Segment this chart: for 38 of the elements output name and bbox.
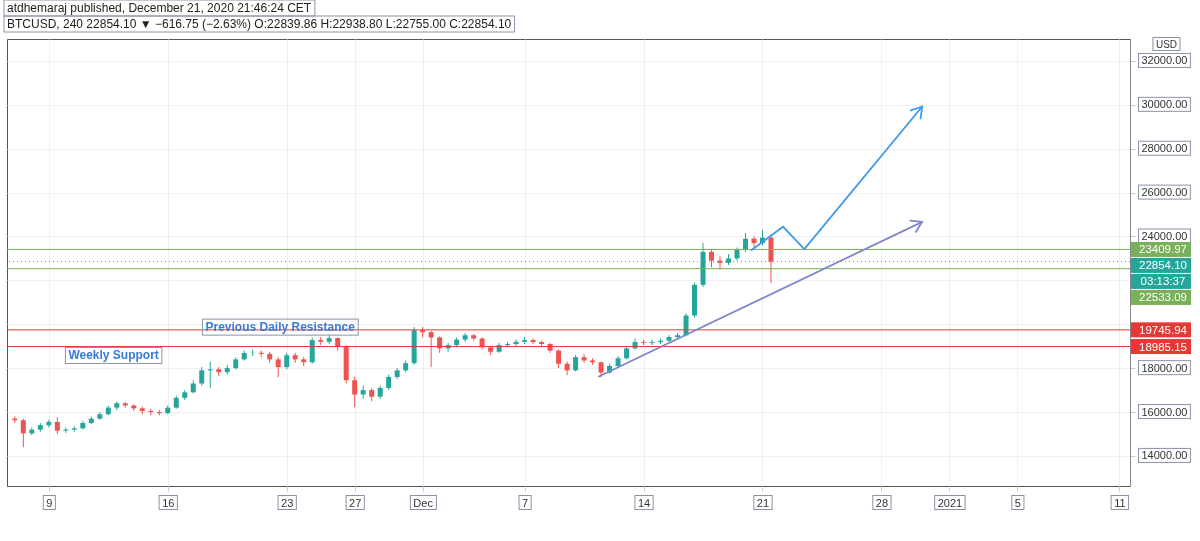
ref-line-label: 19745.94 <box>1139 323 1188 336</box>
x-tick-label: 23 <box>281 496 294 509</box>
x-tick-label: 16 <box>162 496 175 509</box>
candlestick <box>275 356 281 378</box>
x-tick-label: 5 <box>1014 496 1021 509</box>
candlestick <box>513 339 519 347</box>
candlestick <box>199 366 205 387</box>
candlestick <box>743 232 748 253</box>
candlestick <box>751 236 757 248</box>
ref-line-label: 18985.15 <box>1139 340 1187 353</box>
candlestick <box>564 361 570 376</box>
price-tag: 22533.09 <box>1131 289 1191 305</box>
x-tick-label: 27 <box>349 496 362 509</box>
candlestick <box>352 376 358 408</box>
chart-title: atdhemaraj published, December 21, 2020 21:46:24 CET <box>7 1 312 15</box>
candlestick <box>63 426 69 434</box>
x-tick-label: 9 <box>46 496 53 509</box>
ref-line-label: 23409.97 <box>1139 243 1187 256</box>
annotation: Weekly Support <box>68 348 159 363</box>
candlestick <box>581 353 587 364</box>
ref-line-label: 22854.10 <box>1139 259 1187 272</box>
x-tick-label: 11 <box>1114 496 1126 509</box>
candlestick <box>530 338 536 345</box>
price-tag: 23409.97 <box>1131 241 1191 257</box>
candlestick <box>556 349 562 369</box>
price-tag: 22854.10 <box>1131 257 1191 273</box>
candlestick <box>649 339 655 346</box>
candlestick <box>309 336 315 365</box>
ref-line-label: 22533.09 <box>1139 291 1187 304</box>
candlestick <box>20 418 26 448</box>
chart-subtitle: BTCUSD, 240 22854.10 ▼ −616.75 (−2.63%) O:22839.86 H:22938.80 L:22755.00 C:22854.10 <box>7 17 512 31</box>
price-tag: 18985.15 <box>1131 339 1191 355</box>
x-tick-label: 7 <box>522 496 529 509</box>
candlestick <box>428 330 434 368</box>
price-tag: 19745.94 <box>1131 322 1191 338</box>
x-tick-label: Dec <box>413 496 434 509</box>
candlestick <box>207 361 213 389</box>
price-tag: 03:13:37 <box>1131 273 1191 289</box>
